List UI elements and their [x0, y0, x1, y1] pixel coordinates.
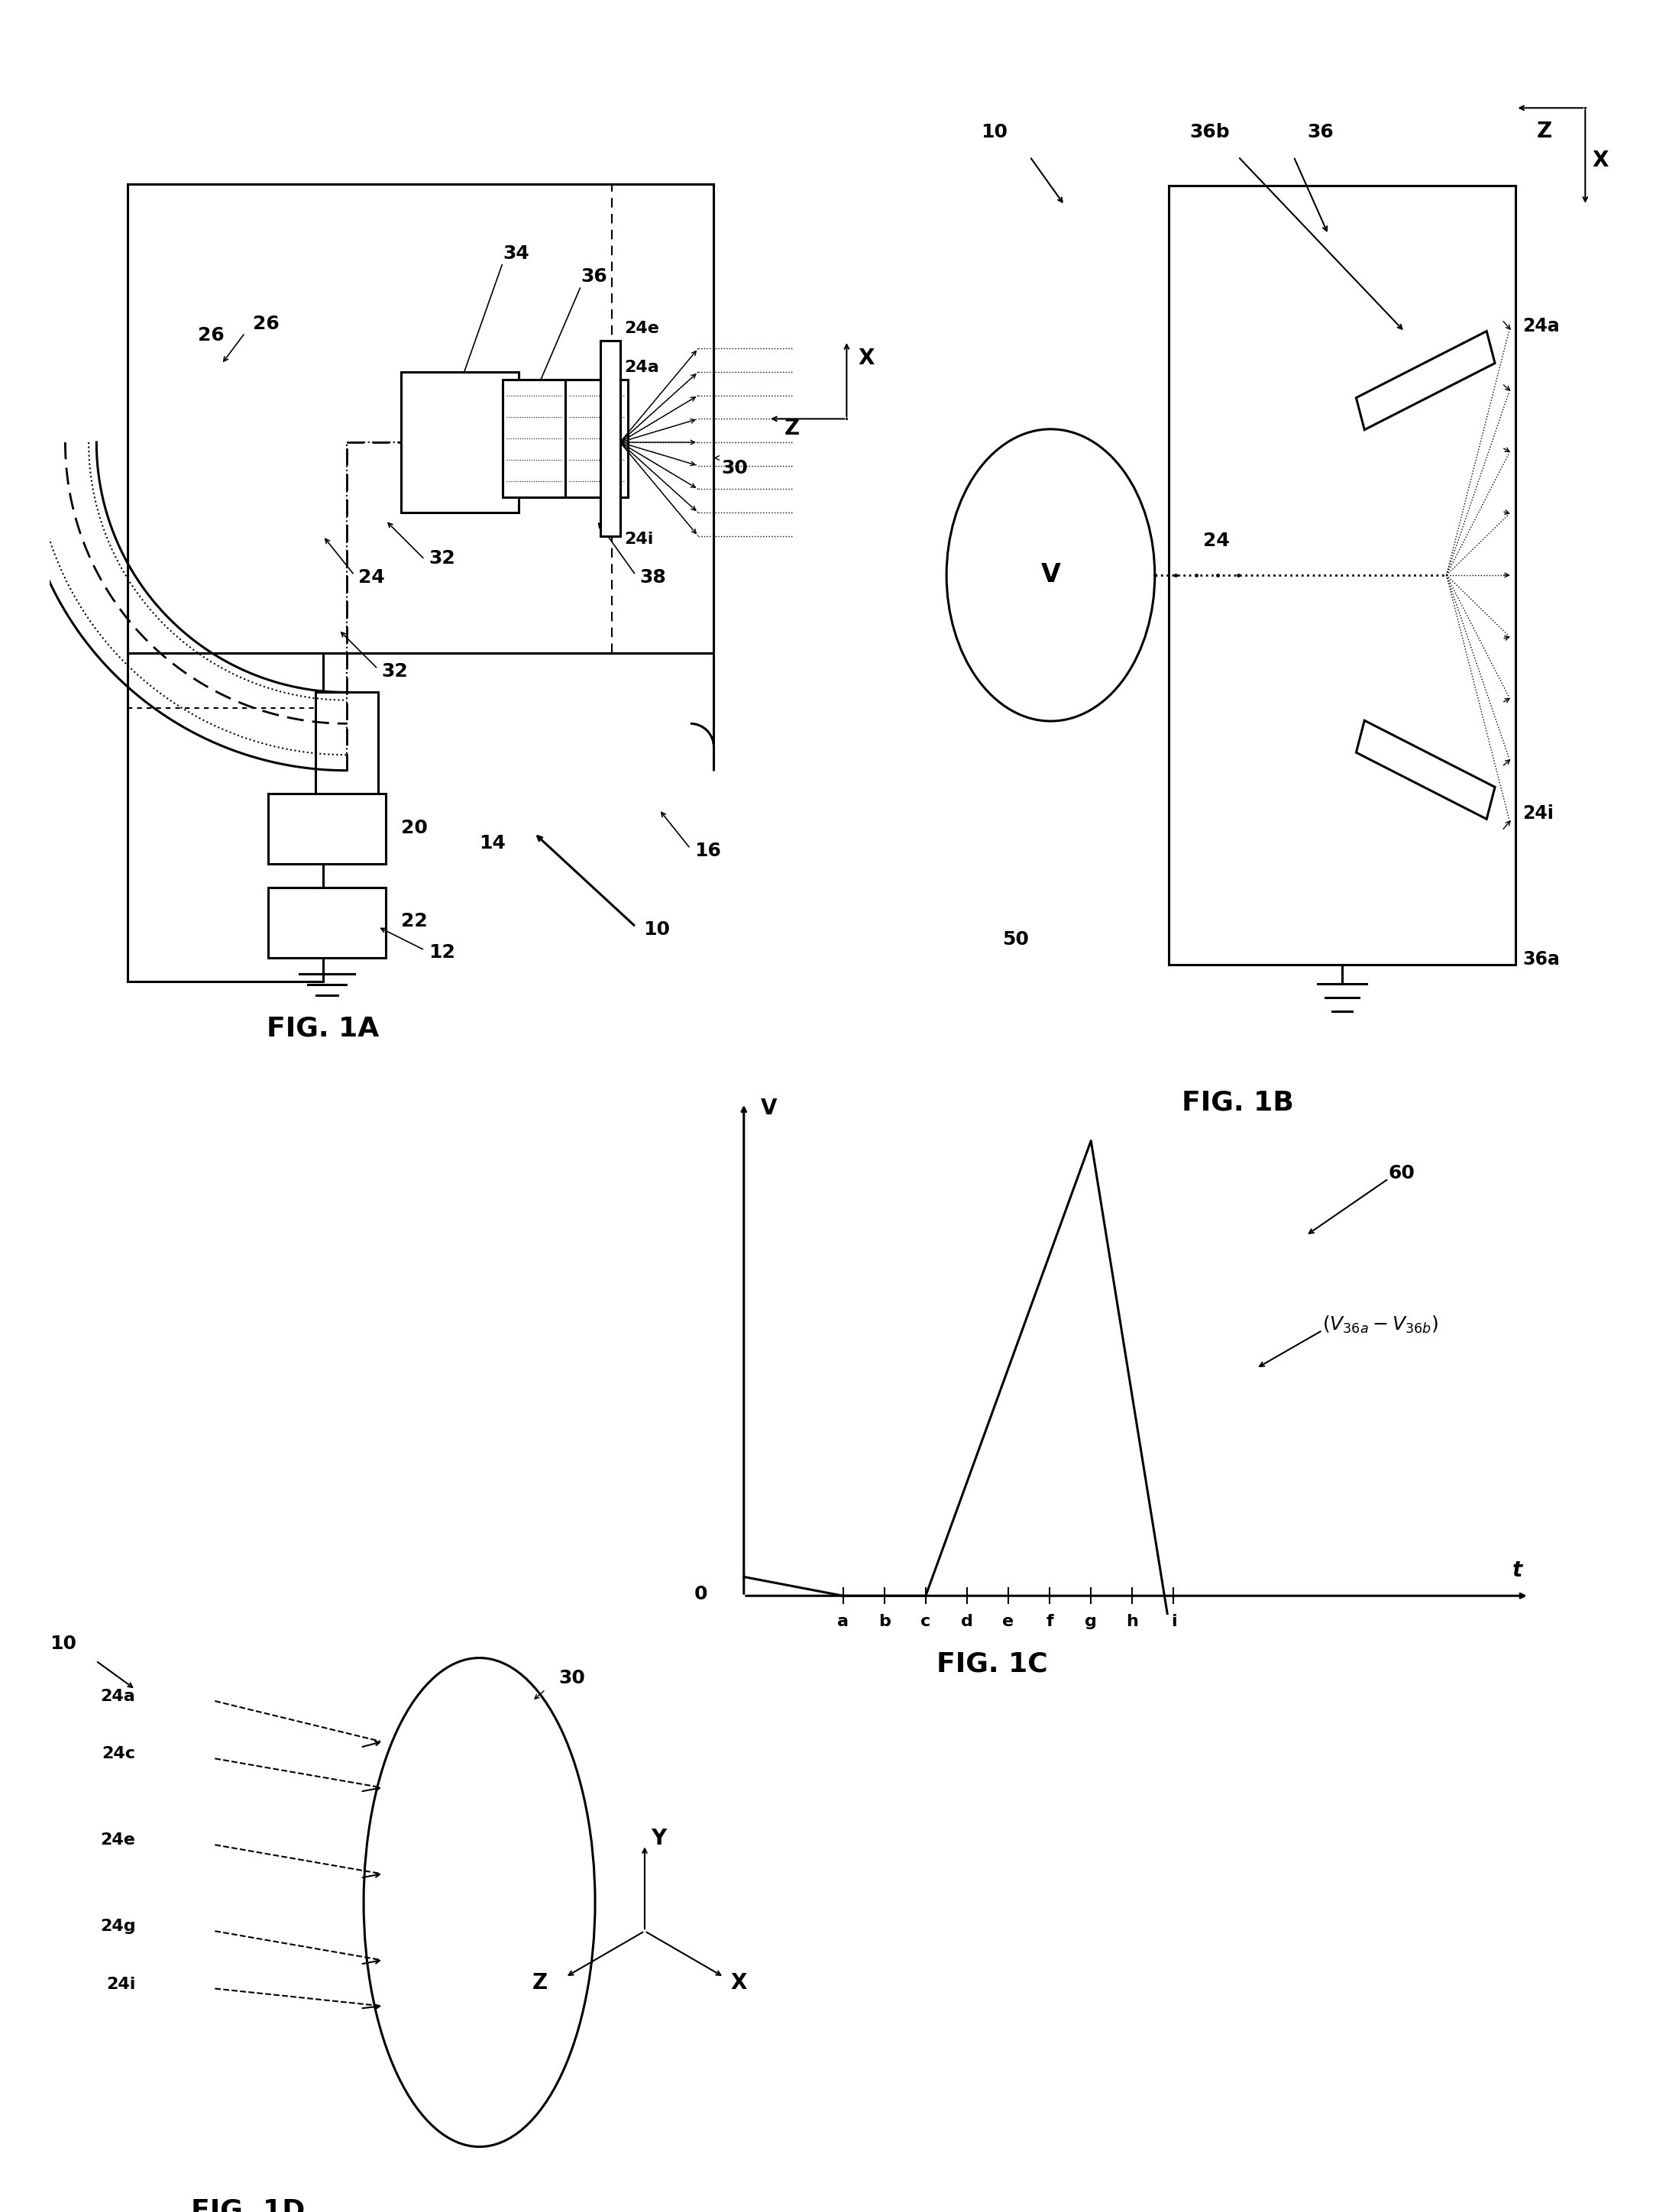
Text: c: c	[921, 1615, 931, 1630]
Text: Z: Z	[1537, 119, 1552, 142]
Text: FIG. 1C: FIG. 1C	[936, 1650, 1048, 1677]
Text: 24g: 24g	[99, 1918, 136, 1933]
Text: Z: Z	[784, 418, 800, 438]
Text: 36a: 36a	[1522, 949, 1560, 969]
Text: X: X	[1592, 150, 1608, 170]
Text: V: V	[1041, 562, 1061, 588]
Bar	[268, 887, 385, 958]
Text: 20: 20	[402, 818, 428, 836]
Bar	[402, 372, 519, 513]
Text: 0: 0	[694, 1586, 707, 1604]
Text: h: h	[1126, 1615, 1139, 1630]
Text: 14: 14	[479, 834, 506, 852]
Text: 10: 10	[643, 920, 669, 938]
Text: 10: 10	[982, 122, 1008, 142]
Text: 60: 60	[1389, 1164, 1415, 1183]
Text: 36: 36	[1308, 122, 1334, 142]
Text: 50: 50	[1002, 931, 1028, 949]
Polygon shape	[1355, 332, 1494, 429]
Text: b: b	[878, 1615, 891, 1630]
Text: 36b: 36b	[1190, 122, 1230, 142]
Text: 30: 30	[722, 460, 749, 478]
Text: 24a: 24a	[1522, 316, 1560, 336]
Text: FIG. 1B: FIG. 1B	[1182, 1091, 1294, 1115]
Bar	[565, 380, 628, 498]
Text: 16: 16	[694, 843, 721, 860]
Text: 24a: 24a	[101, 1688, 136, 1703]
Text: i: i	[1170, 1615, 1177, 1630]
Text: t: t	[1512, 1559, 1522, 1582]
Text: FIG. 1D: FIG. 1D	[192, 2199, 304, 2212]
Text: 24i: 24i	[623, 531, 653, 546]
Polygon shape	[127, 653, 322, 982]
Bar	[503, 380, 565, 498]
Text: 32: 32	[428, 549, 455, 566]
Text: FIG. 1A: FIG. 1A	[266, 1015, 379, 1042]
Text: 12: 12	[428, 945, 455, 962]
Text: 34: 34	[503, 243, 529, 263]
Text: 32: 32	[382, 661, 408, 681]
Text: 24c: 24c	[102, 1745, 136, 1761]
Polygon shape	[1355, 721, 1494, 818]
Text: 24: 24	[1203, 531, 1230, 551]
Text: 24: 24	[359, 568, 385, 586]
Text: 24e: 24e	[101, 1832, 136, 1847]
Text: 10: 10	[50, 1635, 76, 1652]
Polygon shape	[127, 184, 714, 653]
Text: 26: 26	[253, 314, 279, 332]
Text: e: e	[1003, 1615, 1013, 1630]
Text: 38: 38	[640, 568, 666, 586]
Ellipse shape	[364, 1659, 595, 2146]
Text: 36: 36	[580, 268, 608, 285]
Text: f: f	[1046, 1615, 1053, 1630]
Text: Z: Z	[532, 1971, 547, 1993]
Text: $(V_{36a} - V_{36b})$: $(V_{36a} - V_{36b})$	[1322, 1314, 1438, 1336]
Bar	[268, 794, 385, 865]
Text: 24a: 24a	[623, 361, 660, 376]
Text: 30: 30	[559, 1670, 585, 1688]
Text: g: g	[1084, 1615, 1098, 1630]
Text: 24i: 24i	[106, 1975, 136, 1991]
Text: X: X	[858, 347, 874, 369]
Text: X: X	[731, 1971, 747, 1993]
Text: 24i: 24i	[1522, 803, 1554, 823]
Circle shape	[947, 429, 1155, 721]
Text: 26: 26	[198, 325, 225, 345]
Bar	[600, 341, 620, 535]
Text: d: d	[960, 1615, 974, 1630]
Text: a: a	[838, 1615, 848, 1630]
Text: V: V	[760, 1097, 777, 1119]
Text: Y: Y	[651, 1827, 666, 1849]
Bar	[1169, 186, 1516, 964]
Text: 22: 22	[402, 911, 428, 931]
Text: 24e: 24e	[623, 321, 660, 336]
Bar	[316, 692, 379, 849]
